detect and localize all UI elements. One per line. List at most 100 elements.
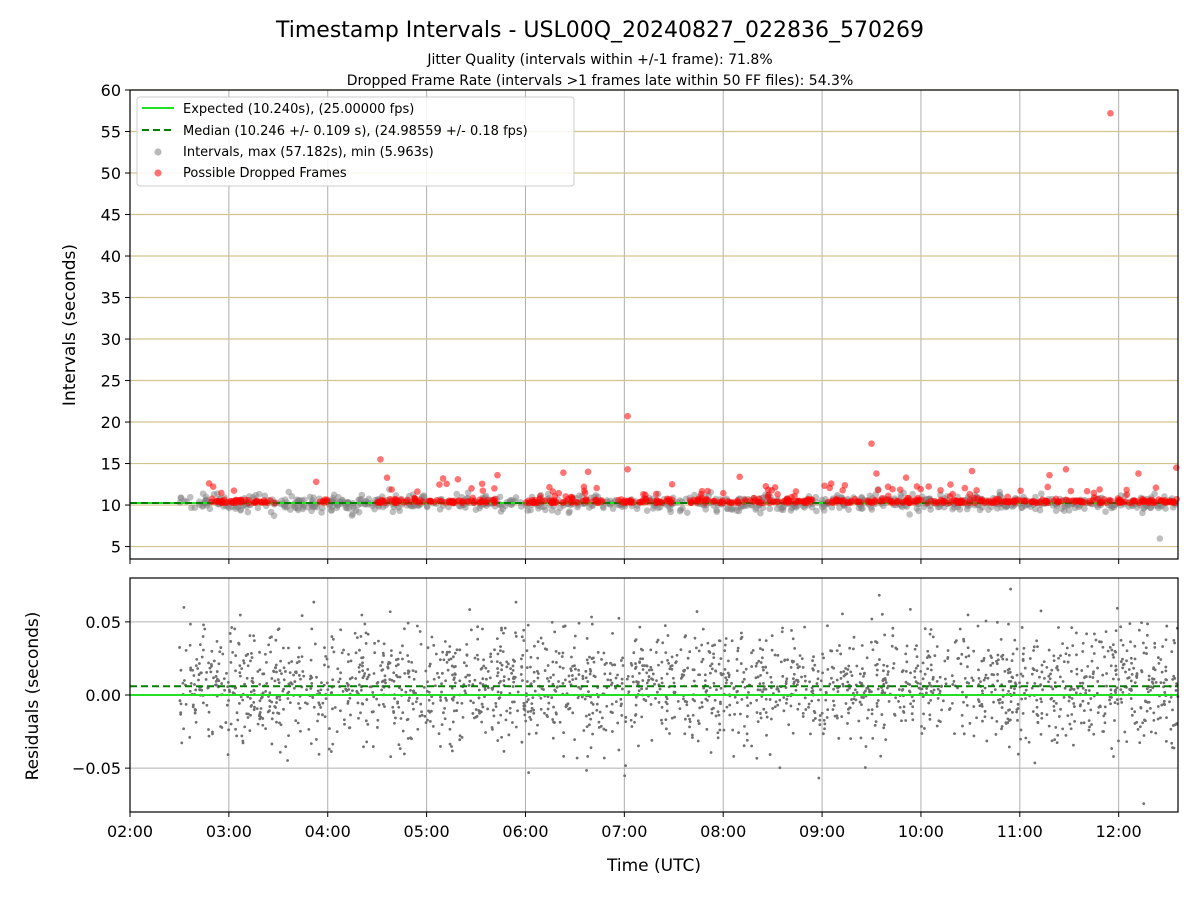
legend-intervals-label: Intervals, max (57.182s), min (5.963s): [183, 145, 434, 160]
residual-point: [967, 654, 971, 658]
dropped-frame-point: [686, 497, 694, 504]
residual-point: [189, 681, 193, 685]
dropped-frame-point: [821, 482, 828, 490]
residual-point: [614, 676, 618, 680]
residual-point: [962, 637, 966, 641]
residual-point: [237, 641, 241, 645]
residual-point: [392, 671, 396, 675]
residual-point: [726, 671, 730, 675]
residual-point: [1119, 625, 1123, 629]
residual-point: [465, 642, 469, 646]
residual-point: [785, 697, 789, 701]
residual-point: [282, 666, 286, 670]
residual-point: [461, 715, 465, 719]
residual-point: [882, 682, 886, 686]
residual-point: [917, 686, 921, 690]
residual-point: [1141, 641, 1145, 645]
dropped-frame-point: [312, 478, 320, 486]
residual-point: [724, 681, 728, 685]
residual-point: [851, 647, 855, 651]
residual-point: [472, 701, 475, 705]
residual-point: [782, 709, 786, 713]
residual-point: [530, 706, 534, 710]
residual-point: [491, 708, 495, 712]
interval-point: [691, 491, 698, 499]
residual-point: [765, 715, 769, 719]
residual-point: [1101, 645, 1105, 649]
residual-point: [465, 664, 468, 668]
residual-point: [1145, 633, 1149, 637]
dropped-frame-point: [1083, 487, 1091, 495]
residual-point: [883, 691, 887, 695]
residual-point: [758, 647, 762, 650]
residual-point: [600, 716, 604, 720]
residual-point: [764, 665, 768, 669]
residual-point: [1082, 709, 1086, 713]
residual-point: [640, 715, 644, 719]
residual-point: [599, 724, 603, 728]
residual-point: [463, 689, 467, 693]
residual-point: [931, 635, 935, 639]
residual-point: [212, 676, 215, 680]
residual-point: [745, 696, 749, 699]
residual-point: [995, 620, 999, 624]
residual-point: [561, 666, 565, 670]
residual-point: [258, 711, 262, 714]
residual-point: [812, 655, 815, 659]
residual-point: [764, 697, 768, 701]
residual-point: [236, 718, 240, 722]
residual-point: [884, 738, 888, 741]
residual-point: [741, 680, 745, 684]
residual-point: [452, 665, 456, 669]
residual-point: [418, 630, 422, 633]
residual-point: [598, 710, 602, 714]
residual-point: [218, 650, 222, 654]
residual-point: [1129, 689, 1133, 692]
interval-point: [566, 508, 573, 515]
residual-point: [330, 635, 334, 639]
residual-point: [1152, 711, 1156, 715]
residual-point: [944, 682, 948, 686]
residual-point: [1145, 652, 1148, 655]
residual-point: [1078, 681, 1082, 685]
residual-point: [1142, 734, 1146, 737]
residual-point: [1055, 665, 1059, 668]
interval-point: [976, 506, 984, 514]
residual-point: [309, 658, 313, 662]
residual-point: [321, 701, 325, 705]
residual-point: [890, 644, 894, 648]
intervals-y-tick-label: 15: [101, 455, 121, 474]
residual-point: [401, 644, 404, 648]
residual-point: [380, 660, 384, 664]
residual-point: [591, 702, 595, 706]
residual-point: [451, 655, 455, 659]
residual-point: [750, 665, 754, 668]
residual-point: [574, 667, 577, 671]
residual-point: [555, 686, 559, 689]
residual-point: [701, 627, 705, 631]
residual-point: [521, 679, 524, 682]
residual-point: [357, 670, 361, 674]
residual-point: [1040, 663, 1044, 667]
intervals-y-tick-label: 40: [101, 247, 121, 266]
residual-point: [1089, 697, 1093, 700]
residual-point: [1099, 640, 1103, 644]
residual-point: [197, 678, 200, 682]
residual-point: [1171, 708, 1174, 712]
residual-point: [465, 653, 469, 657]
residual-point: [1144, 700, 1148, 703]
residual-point: [1117, 739, 1120, 743]
residual-point: [251, 681, 255, 685]
residual-point: [264, 689, 268, 693]
dropped-frame-point: [839, 487, 846, 494]
residual-point: [758, 682, 762, 686]
residual-point: [1057, 715, 1061, 718]
residual-point: [1041, 688, 1045, 692]
x-tick-label: 05:00: [404, 822, 450, 841]
residual-point: [189, 622, 192, 626]
residual-point: [1163, 691, 1167, 694]
residual-point: [1019, 672, 1023, 676]
residual-point: [549, 676, 553, 679]
dropped-frame-point: [783, 496, 791, 503]
residual-point: [516, 690, 520, 694]
